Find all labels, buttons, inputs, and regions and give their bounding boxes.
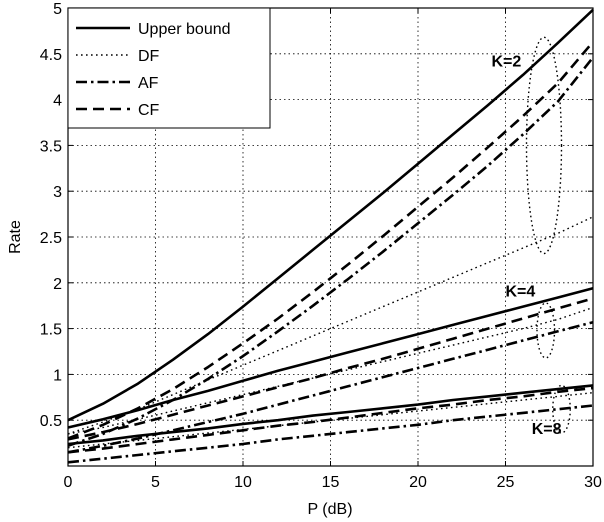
series-line-k4-dashed: [67, 297, 594, 441]
ellipse-k4: [536, 302, 556, 359]
series-line-k2-dashdot: [67, 56, 595, 448]
y-tick-label: 5: [53, 1, 62, 18]
x-tick-label: 10: [234, 474, 252, 491]
x-tick-label: 20: [409, 474, 427, 491]
x-tick-label: 0: [64, 474, 73, 491]
series-line-k8-dashdot: [67, 404, 594, 464]
y-tick-label: 0.5: [40, 413, 62, 430]
x-tick-label: 5: [151, 474, 160, 491]
axis-ticks: [67, 7, 594, 466]
annotation-k2: K=2: [492, 54, 522, 71]
group-ellipses: [525, 36, 571, 434]
ellipse-k8: [552, 384, 571, 434]
x-tick-label: 30: [584, 474, 602, 491]
x-axis-label: P (dB): [307, 501, 352, 518]
legend-label: CF: [138, 102, 160, 119]
series-line-k4-solid: [67, 287, 594, 429]
ellipse-k2: [525, 36, 563, 255]
tick-labels: 0 5 10 15 20 25 30 0.5 1 1.5 2 2.5 3 3.5 4 4.5 5: [40, 1, 602, 491]
y-tick-label: 3.5: [40, 138, 62, 155]
y-tick-label: 1: [53, 367, 62, 384]
y-tick-label: 2: [53, 276, 62, 293]
annotation-k4: K=4: [506, 284, 536, 301]
group-annotations: K=2 K=4 K=8: [492, 54, 562, 438]
legend-label: AF: [138, 75, 159, 92]
series-line-k8-dashed: [67, 386, 594, 454]
y-tick-label: 1.5: [40, 322, 62, 339]
data-series: [67, 8, 595, 464]
y-tick-label: 3: [53, 184, 62, 201]
y-tick-label: 4: [53, 93, 62, 110]
y-axis-label: Rate: [7, 220, 24, 254]
x-tick-label: 15: [322, 474, 340, 491]
legend-label: DF: [138, 48, 160, 65]
x-tick-label: 25: [497, 474, 515, 491]
series-line-k2-solid: [67, 8, 594, 422]
legend: Upper bound DF AF CF: [67, 7, 271, 129]
y-tick-label: 2.5: [40, 230, 62, 247]
legend-label: Upper bound: [138, 21, 231, 38]
annotation-k8: K=8: [532, 421, 562, 438]
series-line-k2-dashed: [67, 41, 594, 440]
series-line-k8-solid: [67, 384, 594, 446]
y-tick-label: 4.5: [40, 47, 62, 64]
